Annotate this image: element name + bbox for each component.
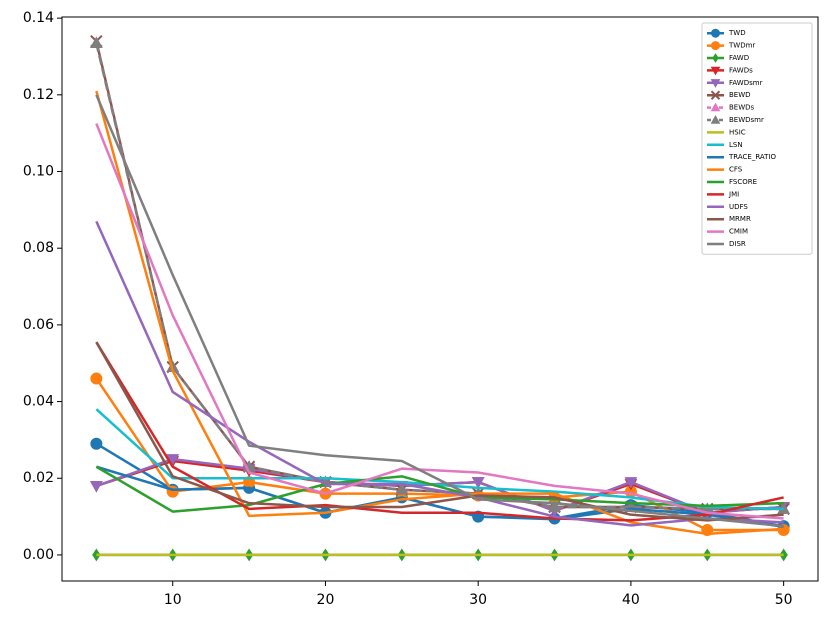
- marker: [548, 500, 561, 512]
- y-tick-label: 0.08: [23, 240, 54, 256]
- marker: [712, 53, 719, 63]
- legend-label: JMI: [728, 190, 739, 198]
- y-tick-label: 0.10: [23, 164, 54, 180]
- marker: [90, 481, 103, 493]
- legend-label: HSIC: [729, 128, 746, 136]
- marker: [710, 102, 721, 112]
- y-tick-label: 0.14: [23, 10, 54, 26]
- marker: [710, 79, 721, 88]
- legend-label: BEWDsmr: [729, 116, 764, 124]
- x-tick-label: 40: [622, 592, 640, 608]
- legend-label: FSCORE: [729, 178, 757, 186]
- marker: [710, 90, 721, 100]
- series-line: [95, 465, 784, 513]
- legend-label: UDFS: [729, 203, 748, 211]
- y-tick-label: 0.00: [23, 547, 54, 563]
- series-line: [95, 341, 784, 522]
- legend-label: BEWDs: [729, 104, 755, 112]
- series-line: [95, 90, 784, 536]
- legend-label: BEWD: [729, 91, 751, 99]
- legend-label: DISR: [729, 240, 746, 248]
- series-line: [95, 42, 784, 511]
- legend-label: LSN: [729, 141, 743, 149]
- marker: [90, 437, 103, 450]
- marker: [710, 114, 721, 124]
- marker: [90, 372, 103, 385]
- legend-label: FAWDsmr: [729, 79, 763, 87]
- legend-label: FAWDs: [729, 66, 753, 74]
- x-tick-label: 50: [775, 592, 793, 608]
- legend: TWD TWDmr FAWD FAWDs FAWDsmr BEWD BEWDs BEWDsmr…: [701, 22, 813, 255]
- legend-box: [701, 22, 813, 255]
- legend-label: MRMR: [729, 215, 751, 223]
- marker: [92, 548, 101, 562]
- marker: [710, 66, 721, 76]
- marker: [166, 454, 180, 466]
- legend-label: CMIM: [729, 228, 748, 236]
- y-tick-label: 0.12: [23, 87, 54, 103]
- marker: [711, 28, 720, 38]
- legend-label: TRACE_RATIO: [728, 153, 776, 161]
- legend-label: TWDmr: [728, 42, 755, 50]
- plot-frame: [61, 16, 819, 582]
- series-line: [95, 220, 784, 527]
- y-tick-label: 0.02: [23, 470, 54, 486]
- legend-label: TWD: [728, 29, 746, 37]
- y-tick-label: 0.06: [23, 317, 54, 333]
- marker: [624, 477, 638, 489]
- x-tick-label: 20: [317, 592, 335, 608]
- x-tick-label: 10: [164, 592, 182, 608]
- x-tick-label: 30: [469, 592, 487, 608]
- marker: [471, 477, 485, 489]
- y-tick-label: 0.04: [23, 394, 54, 410]
- series-line: [95, 123, 784, 520]
- marker: [90, 36, 103, 48]
- marker: [711, 41, 720, 51]
- series-line: [95, 94, 784, 528]
- series-line: [95, 40, 784, 511]
- legend-label: CFS: [729, 166, 743, 174]
- legend-label: FAWD: [729, 54, 749, 62]
- marker: [395, 483, 409, 495]
- series-line: [95, 42, 784, 511]
